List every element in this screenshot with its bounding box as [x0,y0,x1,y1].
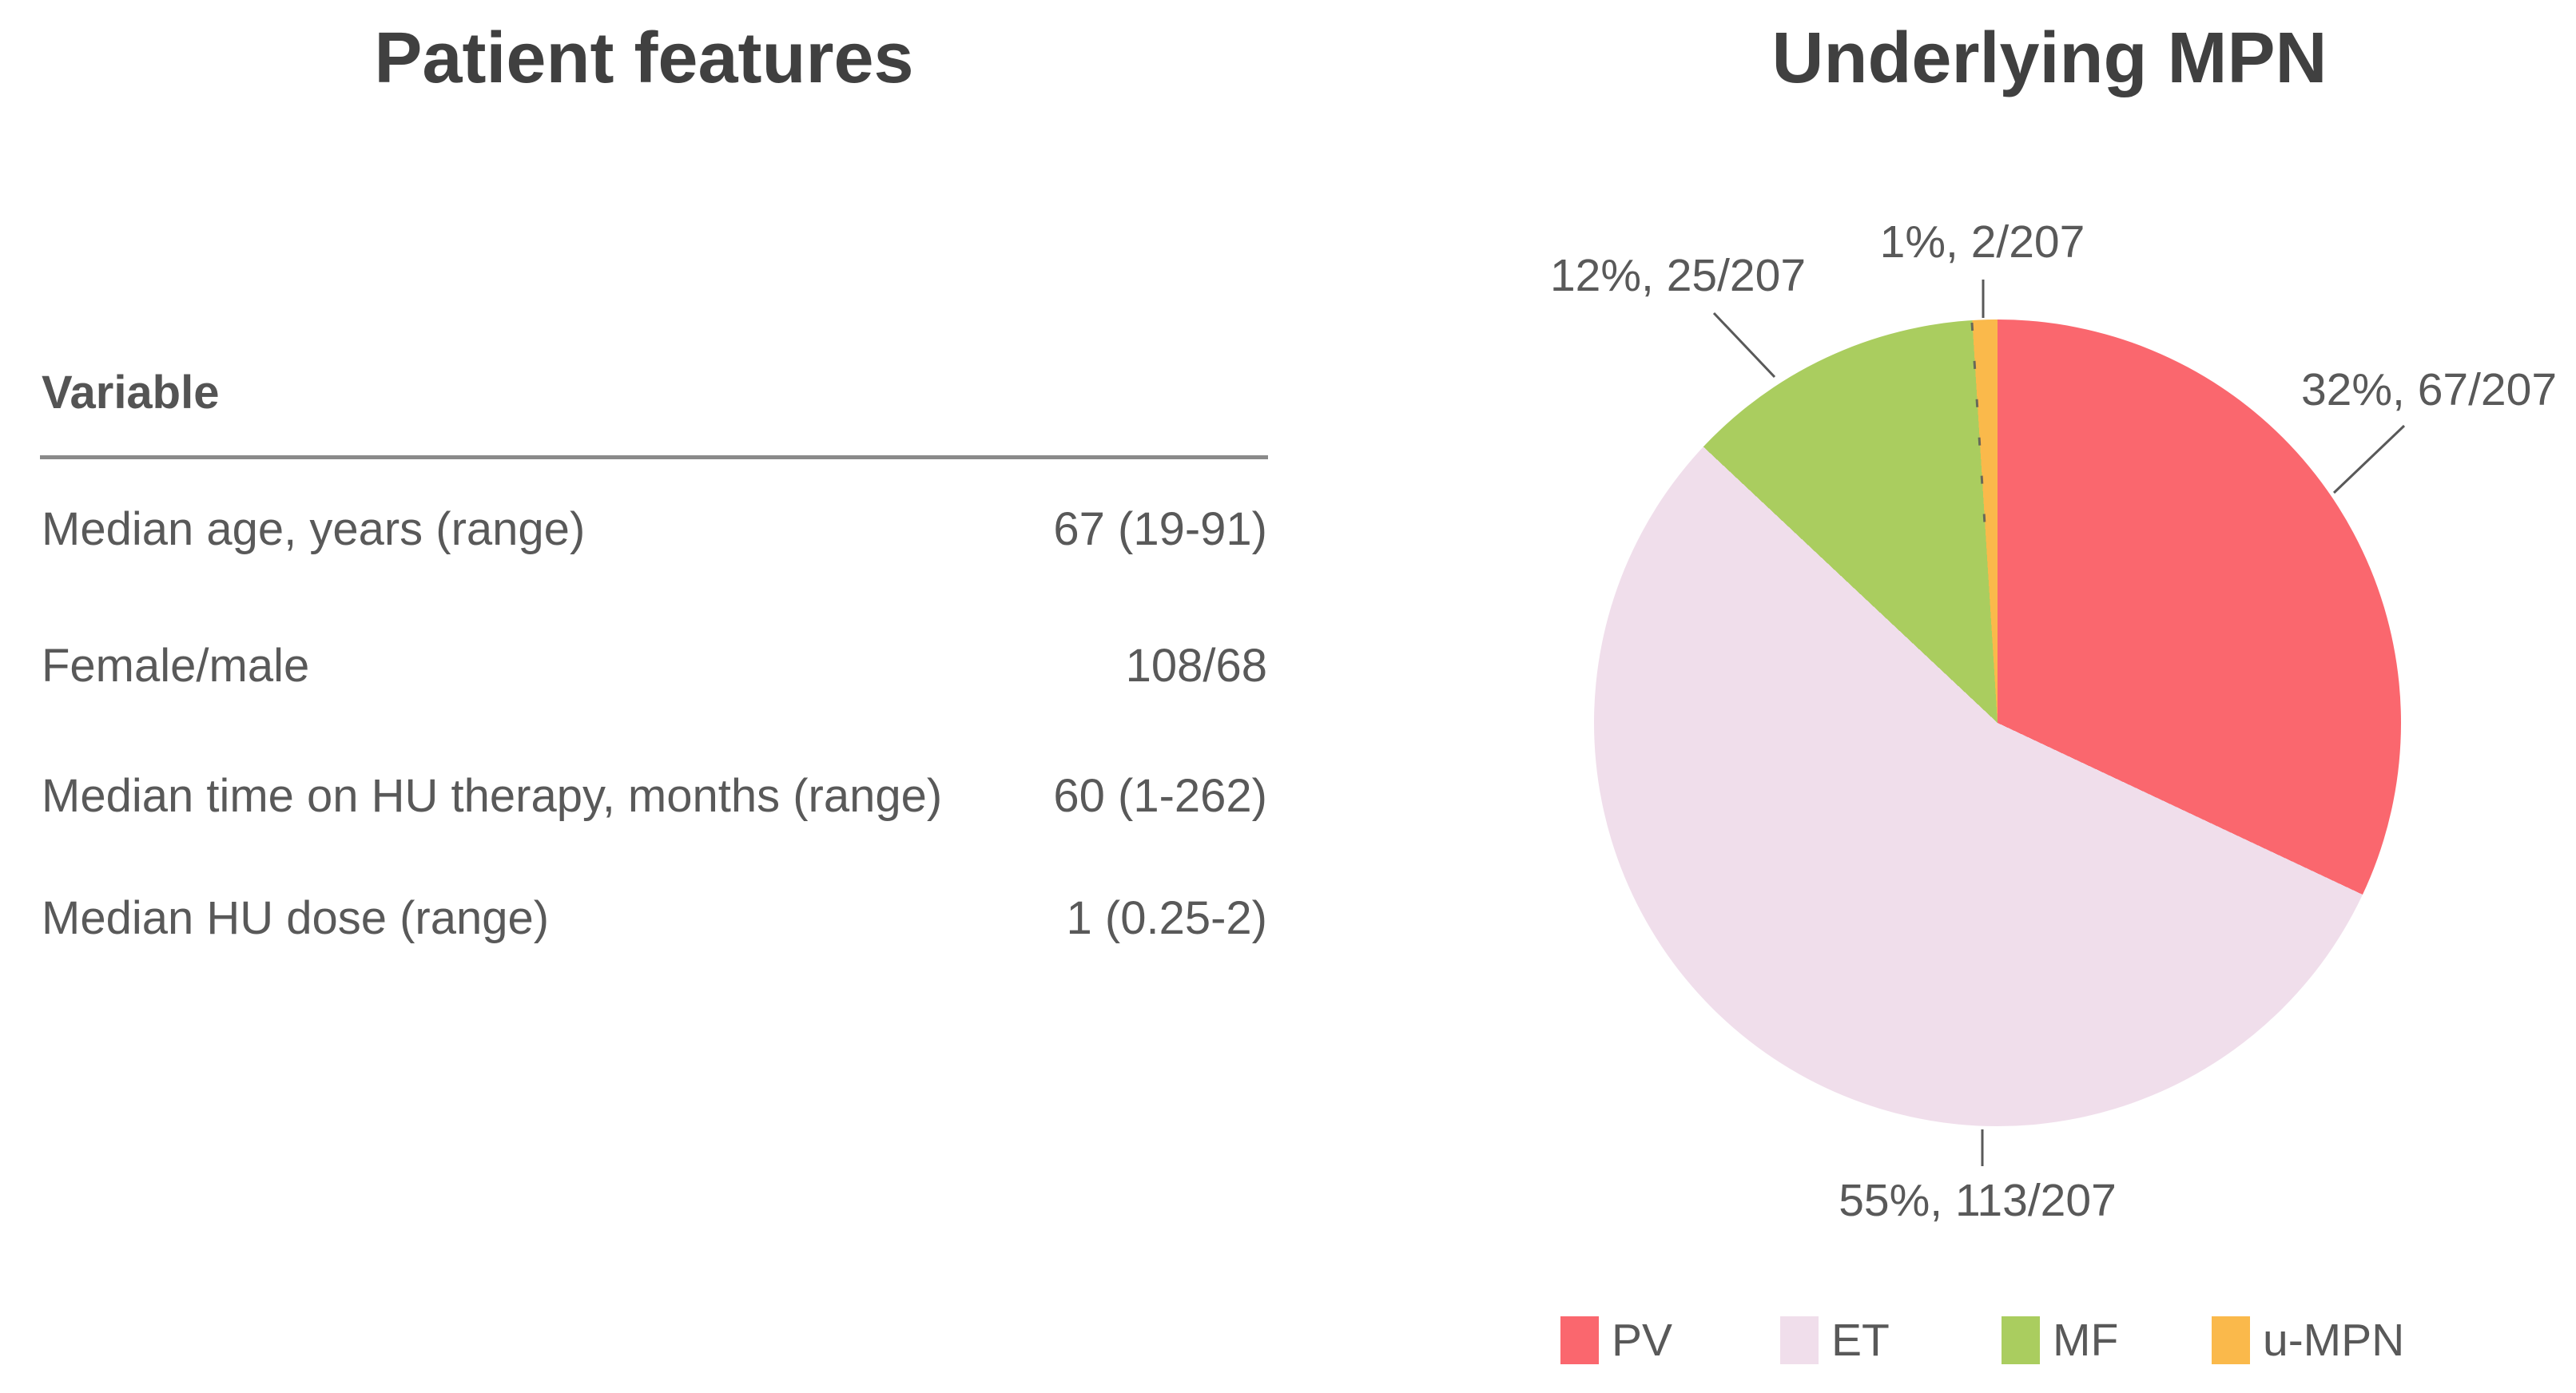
row-value: 1 (0.25-2) [1066,892,1267,944]
row-label: Female/male [42,640,310,692]
legend-swatch-pv [1560,1316,1599,1364]
legend-label-pv: PV [1612,1314,1673,1366]
table-row: Median time on HU therapy, months (range… [42,773,1267,820]
pie-callout-pv: 32%, 67/207 [2300,364,2558,415]
legend-item-pv: PV [1560,1316,1672,1364]
table-header-rule [40,455,1268,459]
row-label: Median time on HU therapy, months (range… [42,770,943,822]
legend-swatch-et [1780,1316,1819,1364]
pie-chart [1594,319,2401,1126]
row-value: 60 (1-262) [1053,770,1267,822]
table-row: Female/male 108/68 [42,643,1267,689]
left-panel-title: Patient features [374,18,914,98]
legend-item-umpn: u-MPN [2212,1316,2404,1364]
row-value: 67 (19-91) [1053,503,1267,555]
legend-label-umpn: u-MPN [2263,1314,2405,1366]
legend-label-mf: MF [2053,1314,2119,1366]
leader-line-pv [2332,424,2406,494]
legend-item-mf: MF [2002,1316,2118,1364]
pie-callout-et: 55%, 113/207 [1839,1175,2117,1226]
pie-callout-mf: 12%, 25/207 [1549,250,1807,301]
legend-item-et: ET [1780,1316,1890,1364]
row-value: 108/68 [1125,640,1267,692]
legend-swatch-mf [2002,1316,2040,1364]
table-row: Median HU dose (range) 1 (0.25-2) [42,895,1267,942]
table-header-variable: Variable [42,367,220,419]
pie-callout-umpn: 1%, 2/207 [1879,216,2085,268]
table-row: Median age, years (range) 67 (19-91) [42,506,1267,553]
row-label: Median age, years (range) [42,503,586,555]
legend-swatch-umpn [2212,1316,2250,1364]
leader-line-mf [1712,312,1776,379]
row-label: Median HU dose (range) [42,892,550,944]
legend-label-et: ET [1831,1314,1890,1366]
right-panel-title: Underlying MPN [1771,18,2328,98]
